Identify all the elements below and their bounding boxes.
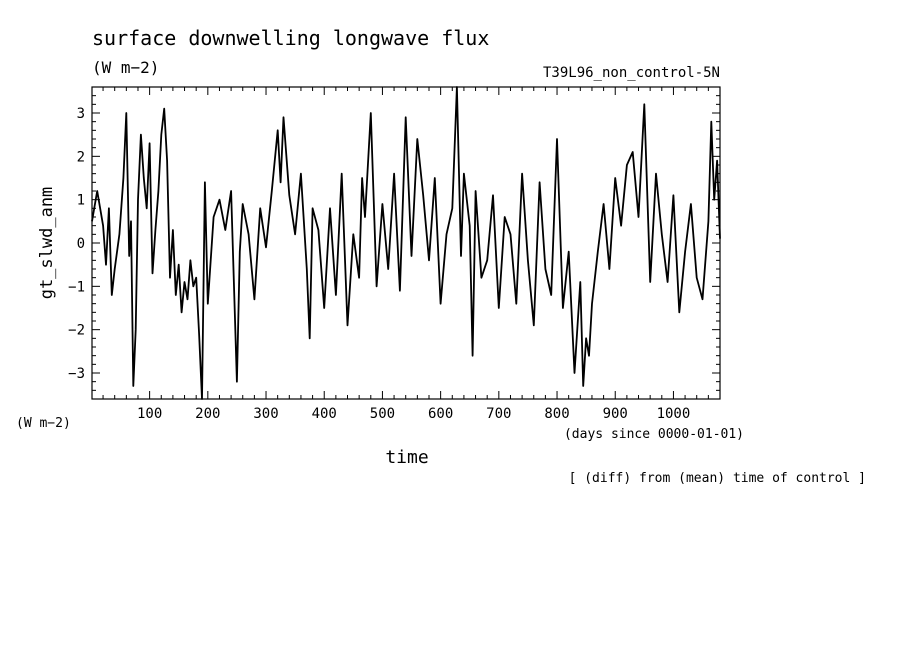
- x-axis-label: time: [385, 447, 428, 468]
- y-tick-label: 2: [77, 149, 85, 165]
- y-tick-label: 3: [77, 106, 85, 122]
- x-units-note: (days since 0000-01-01): [564, 427, 744, 442]
- footer-note: [ (diff) from (mean) time of control ]: [569, 471, 866, 486]
- y-tick-label: 1: [77, 193, 85, 209]
- x-tick-label: 300: [253, 406, 278, 422]
- x-tick-label: 700: [486, 406, 511, 422]
- y-tick-label: −1: [68, 279, 85, 295]
- y-axis-ticks: −3 −2 −1 0 1 2 3: [68, 86, 720, 400]
- units-label: (W m−2): [92, 58, 159, 77]
- series-line: [91, 86, 721, 400]
- x-tick-label: 400: [312, 406, 337, 422]
- x-tick-label: 500: [370, 406, 395, 422]
- y-tick-label: 0: [77, 236, 85, 252]
- x-tick-label: 200: [195, 406, 220, 422]
- x-tick-label: 600: [428, 406, 453, 422]
- x-tick-label: 100: [137, 406, 162, 422]
- chart-title: surface downwelling longwave flux: [92, 26, 489, 50]
- x-axis-ticks: 100 200 300 400 500 600 700 800 900 1000: [102, 87, 721, 422]
- left-units-label: (W m−2): [16, 416, 71, 431]
- x-tick-label: 1000: [657, 406, 691, 422]
- series-group: [91, 86, 721, 400]
- x-tick-label: 800: [544, 406, 569, 422]
- y-axis-label: gt_slwd_anm: [37, 187, 57, 300]
- x-tick-label: 900: [603, 406, 628, 422]
- y-tick-label: −3: [68, 366, 85, 382]
- y-tick-label: −2: [68, 323, 85, 339]
- experiment-label: T39L96_non_control-5N: [543, 65, 720, 81]
